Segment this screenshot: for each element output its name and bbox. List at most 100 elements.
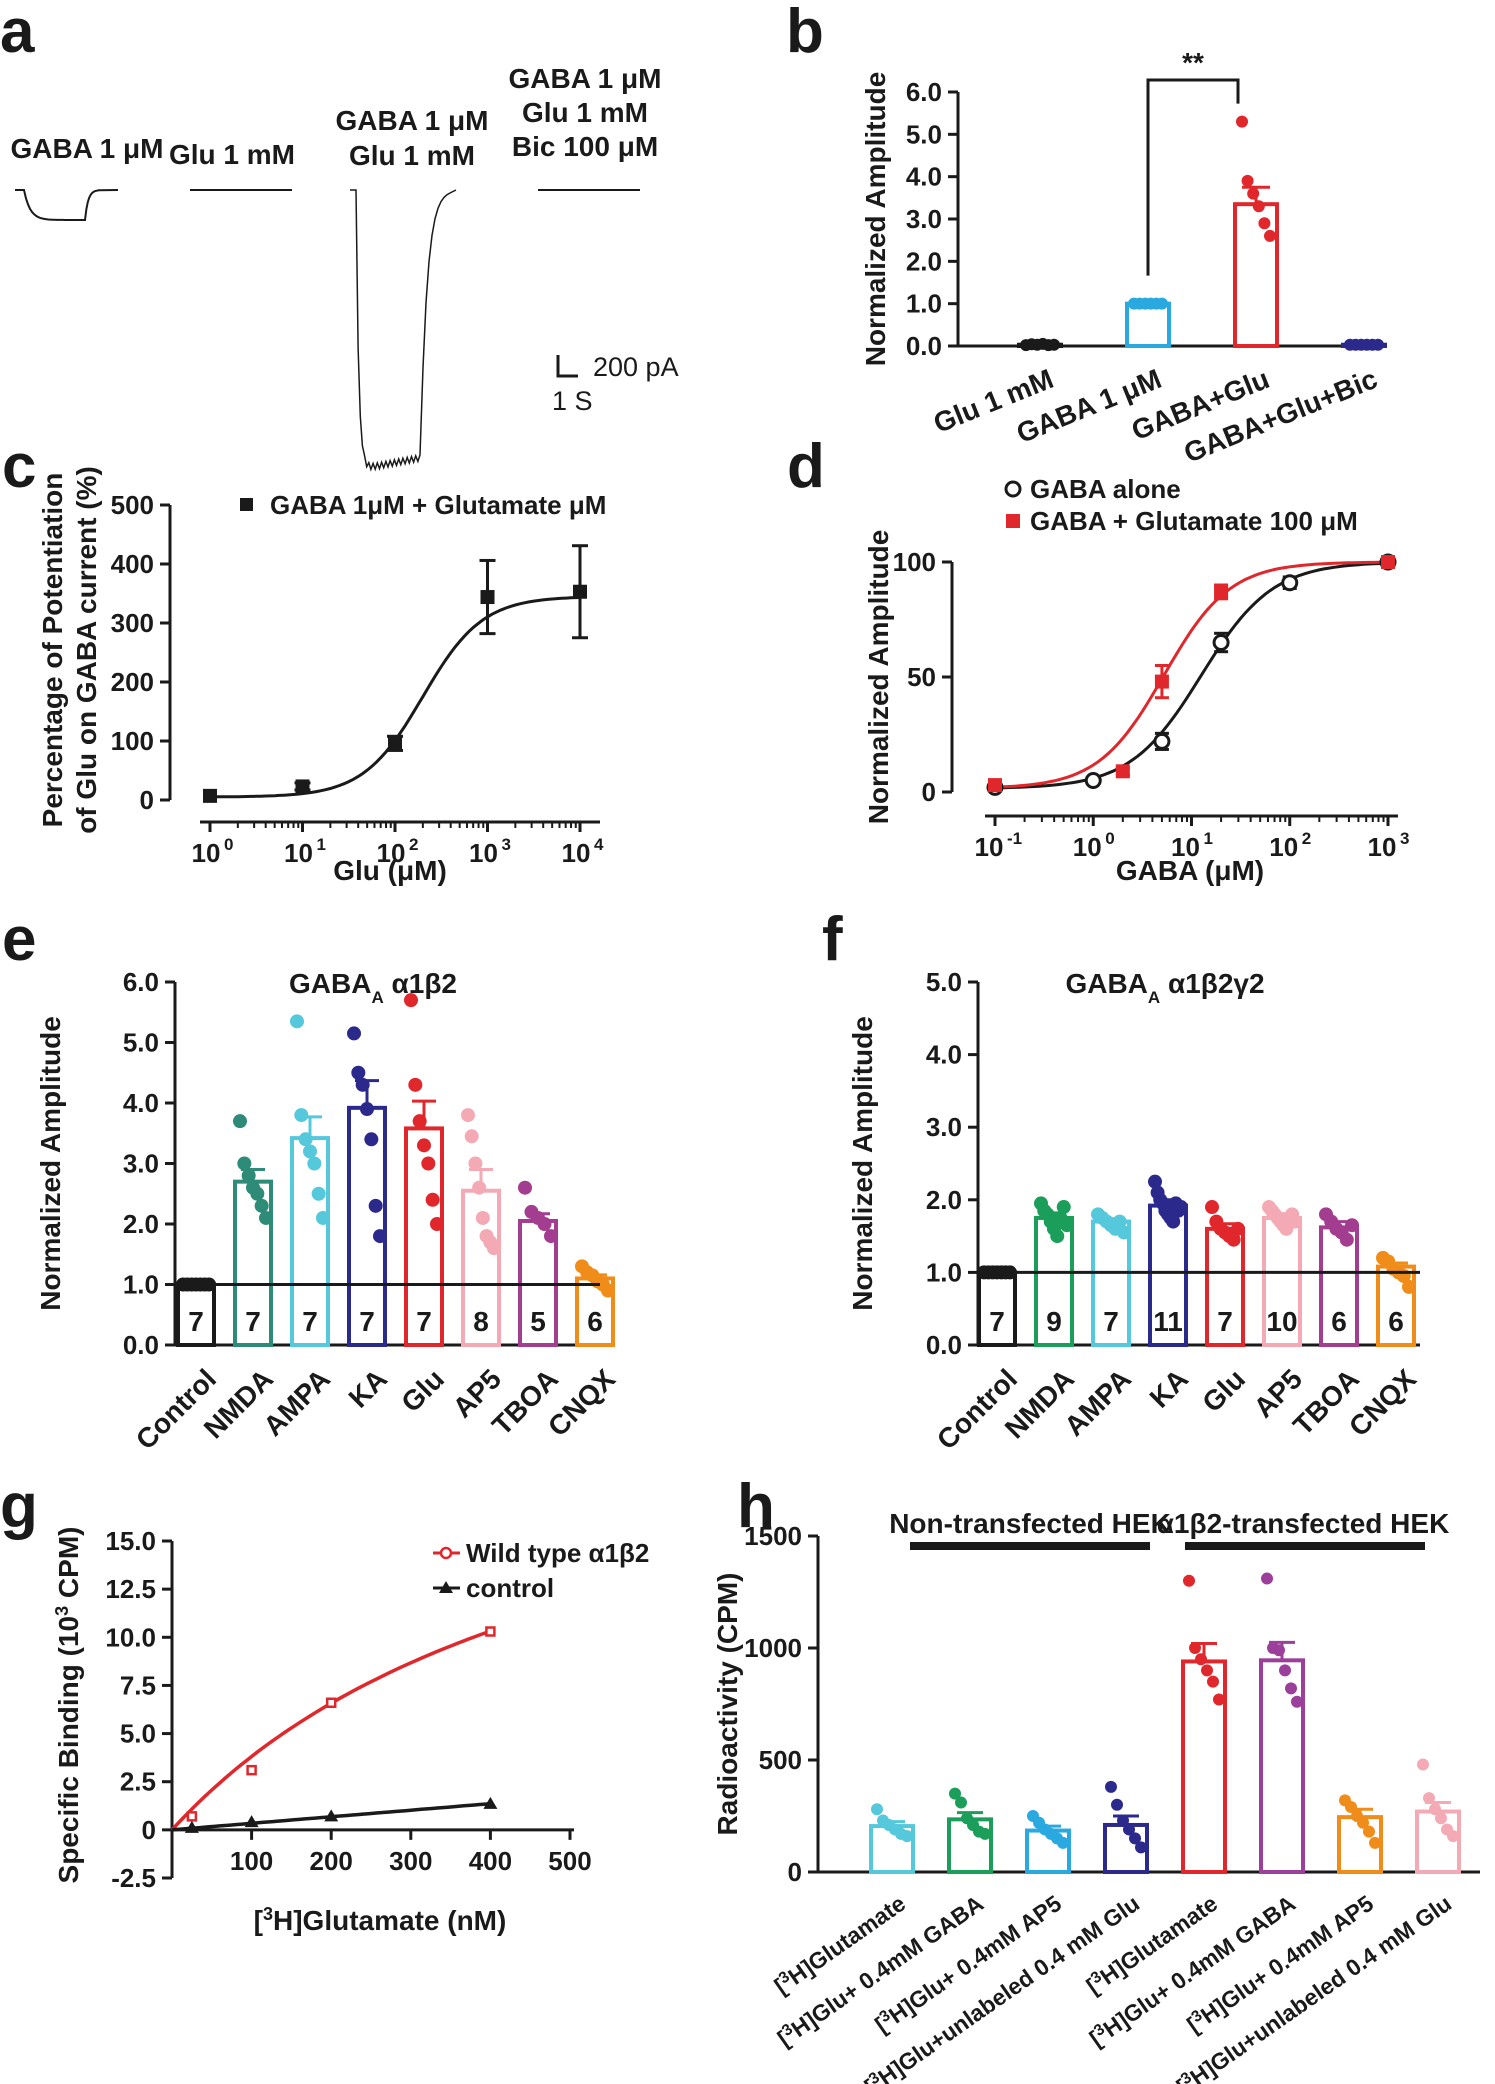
data-point [1258, 217, 1271, 230]
data-point [475, 1210, 490, 1225]
x-tick-label: 200 [310, 1846, 353, 1876]
y-tick-label: 12.5 [105, 1574, 156, 1604]
panel-label-g: g [0, 1472, 38, 1541]
data-point [871, 1803, 883, 1816]
y-tick-label: 5.0 [120, 1719, 156, 1749]
data-point [1129, 1832, 1141, 1845]
bar [1262, 1215, 1302, 1347]
x-tick-exponent: 1 [317, 835, 326, 854]
data-point-glutamate [1115, 764, 1130, 779]
data-point [1112, 1214, 1127, 1229]
data-point [1183, 1574, 1195, 1587]
data-point [1261, 1572, 1273, 1585]
panel-label-h: h [737, 1472, 775, 1541]
category-label: Control [931, 1363, 1023, 1455]
bar [1181, 1659, 1227, 1874]
data-point-wild-type [246, 1764, 257, 1776]
y-tick-label: 3.0 [906, 204, 942, 234]
data-point [1241, 174, 1254, 187]
data-point [254, 1198, 269, 1213]
condition-label-gaba-glu-line2: Glu 1 mM [349, 140, 475, 171]
current-trace-gaba [15, 189, 119, 221]
x-tick-exponent: 3 [1400, 829, 1409, 848]
x-tick-exponent: 0 [224, 835, 233, 854]
category-label: CNQX [542, 1363, 621, 1442]
panel-label-b: b [786, 0, 824, 66]
data-point [1447, 1830, 1459, 1843]
y-axis-label: Radioactivity (CPM) [712, 1573, 743, 1836]
data-point-wild-type [485, 1626, 496, 1637]
data-point [290, 1014, 304, 1029]
condition-label-bic-line3: Bic 100 μM [512, 131, 658, 162]
data-point [425, 1192, 440, 1207]
y-axis-label: Normalized Amplitude [847, 1016, 878, 1311]
y-tick-label: 2.0 [906, 246, 942, 276]
data-point [1060, 1218, 1074, 1233]
data-point [259, 1210, 273, 1225]
data-point [412, 1114, 427, 1129]
sample-size-label: 11 [1153, 1306, 1183, 1337]
x-tick-label: 10 [1073, 832, 1102, 862]
bar [290, 1136, 330, 1347]
condition-label-bic-line2: Glu 1 mM [522, 97, 648, 128]
data-point [241, 1168, 256, 1183]
panel-label-e: e [2, 905, 36, 974]
panel-g-chart: -2.5 0 2.5 5.0 7.5 10.0 12.5 15.0 100 200 300 400 50… [52, 1526, 649, 1936]
sample-size-label: 5 [530, 1306, 546, 1337]
legend-label-wild-type: Wild type α1β2 [466, 1538, 649, 1568]
legend-marker-control [439, 1581, 453, 1593]
data-point-glutamate [1381, 555, 1395, 569]
x-tick-label: 10 [192, 838, 221, 868]
x-tick-label: 10 [1368, 832, 1397, 862]
data-point [1288, 1214, 1302, 1229]
data-point [979, 1827, 991, 1840]
data-point-glutamate [1154, 674, 1169, 689]
y-axis-label-line1: Percentage of Potentiation [37, 473, 68, 828]
x-tick-label: 10 [284, 838, 313, 868]
x-axis-label-part-2: H]Glutamate (nM) [273, 1905, 506, 1936]
bar [1148, 1203, 1188, 1348]
data-point [1166, 1214, 1181, 1229]
x-tick-exponent: 2 [409, 835, 418, 854]
y-axis-label: Normalized Amplitude [860, 72, 891, 367]
x-axis-label: Glu (μM) [333, 855, 447, 886]
y-axis-label: Normalized Amplitude [35, 1016, 66, 1311]
data-point [1195, 1653, 1207, 1666]
data-point [1201, 1664, 1213, 1677]
data-point-gaba-alone [1281, 574, 1299, 592]
y-axis-label-part-2: CPM) [53, 1527, 84, 1606]
x-tick-label: 10 [377, 838, 406, 868]
data-point [408, 1077, 423, 1092]
data-point [1402, 1279, 1416, 1294]
data-point [1056, 1200, 1071, 1215]
y-tick-label: 1.0 [926, 1257, 962, 1287]
category-label: Control [130, 1363, 222, 1455]
data-point-glutamate [988, 778, 1002, 793]
panel-label-d: d [787, 432, 825, 501]
bar [1091, 1219, 1131, 1347]
data-point [1048, 338, 1060, 351]
y-tick-label: 0.0 [123, 1330, 159, 1360]
legend-marker-wild-type [439, 1546, 453, 1560]
panel-b-chart: 0.0 1.0 2.0 3.0 4.0 5.0 6.0 Normalized Amplitud… [860, 47, 1387, 469]
x-tick-label: 10 [562, 838, 591, 868]
y-tick-label: 7.5 [120, 1670, 156, 1700]
data-point-gaba-alone [1084, 772, 1102, 789]
data-point-control [184, 1820, 199, 1833]
y-tick-label: 6.0 [123, 967, 159, 997]
data-point [364, 1132, 379, 1147]
data-point [1189, 1642, 1201, 1654]
y-tick-label: 1.0 [906, 289, 942, 319]
data-point [430, 1217, 444, 1231]
data-point [537, 1217, 552, 1231]
data-point [1123, 1823, 1135, 1836]
x-axis-label-part-1: 3 [263, 1904, 273, 1924]
significance-marker: ** [1182, 47, 1204, 78]
data-point [1105, 1780, 1117, 1793]
data-point [237, 1156, 252, 1171]
y-tick-label: 500 [111, 490, 154, 520]
y-tick-label: 2.0 [123, 1209, 159, 1239]
bar [1259, 1658, 1305, 1874]
panel-a-traces: GABA 1 μM Glu 1 mM GABA 1 μM Glu 1 mM GA… [11, 63, 679, 472]
